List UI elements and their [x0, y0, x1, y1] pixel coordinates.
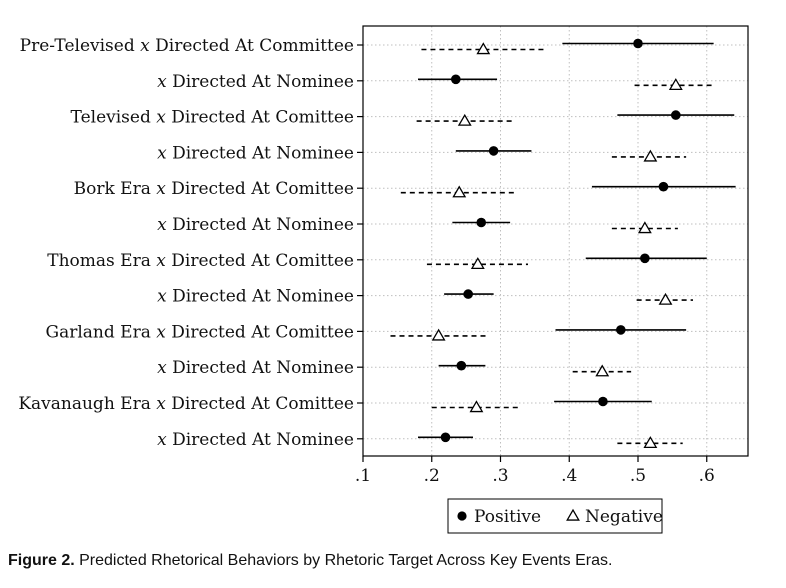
grid-lines	[362, 26, 748, 456]
legend-positive-label: Positive	[474, 507, 541, 527]
y-tick-label: x Directed At Nominee	[157, 215, 354, 235]
y-tick-label: Pre-Televised x Directed At Committee	[20, 36, 354, 56]
y-label-prefix: Kavanaugh Era	[18, 394, 156, 414]
y-label-suffix: Directed At Nominee	[167, 143, 354, 163]
y-label-suffix: Directed At Nominee	[167, 358, 354, 378]
x-tick-label: .3	[492, 466, 508, 486]
y-label-suffix: Directed At Nominee	[167, 287, 354, 307]
positive-point	[598, 396, 608, 407]
caption-text: Predicted Rhetorical Behaviors by Rhetor…	[74, 552, 613, 569]
y-tick-label: Garland Era x Directed At Comittee	[46, 322, 354, 342]
y-label-prefix: Thomas Era	[47, 251, 156, 271]
y-tick-label: x Directed At Nominee	[157, 358, 354, 378]
y-label-x: x	[157, 215, 167, 235]
y-tick-label: x Directed At Nominee	[157, 287, 354, 307]
y-label-x: x	[156, 394, 166, 414]
positive-point	[633, 38, 643, 49]
y-label-prefix: Televised	[71, 108, 157, 128]
y-label-suffix: Directed At Nominee	[167, 215, 354, 235]
chart-marks	[390, 38, 736, 449]
negative-point	[643, 436, 658, 449]
positive-point	[440, 432, 451, 443]
y-label-x: x	[156, 179, 166, 199]
x-tick-label: .4	[561, 466, 577, 486]
x-tick-label: .6	[699, 466, 715, 486]
y-label-suffix: Directed At Comittee	[166, 322, 354, 342]
plot-frame	[362, 25, 749, 457]
y-tick-label: x Directed At Nominee	[157, 143, 354, 163]
y-tick-label: Kavanaugh Era x Directed At Comittee	[18, 394, 354, 414]
y-label-suffix: Directed At Committee	[150, 36, 354, 56]
negative-point	[637, 221, 652, 234]
positive-point	[640, 253, 650, 264]
y-label-prefix: Pre-Televised	[20, 36, 140, 56]
legend-negative-marker	[566, 508, 580, 521]
legend: Positive Negative	[447, 498, 663, 534]
negative-point	[595, 364, 610, 377]
y-tick-label: x Directed At Nominee	[157, 430, 354, 450]
y-label-x: x	[157, 143, 167, 163]
x-axis: .1 .2 .3 .4 .5 .6	[355, 456, 715, 486]
positive-point	[488, 146, 499, 156]
y-label-suffix: Directed At Nominee	[167, 72, 354, 92]
negative-point	[668, 78, 683, 90]
y-tick-label: Televised x Directed At Comittee	[71, 108, 354, 128]
y-label-x: x	[157, 430, 167, 450]
y-label-suffix: Directed At Comittee	[166, 108, 354, 128]
y-tick-label: Bork Era x Directed At Comittee	[74, 179, 354, 199]
caption-label: Figure 2.	[8, 552, 75, 569]
positive-point	[658, 181, 669, 192]
y-label-x: x	[157, 358, 167, 378]
y-label-x: x	[140, 36, 150, 56]
x-tick-label: .1	[355, 466, 371, 486]
positive-point	[616, 325, 626, 335]
negative-point	[643, 149, 658, 162]
positive-point	[451, 74, 461, 85]
legend-box	[447, 498, 663, 534]
y-label-suffix: Directed At Comittee	[166, 251, 354, 271]
positive-point	[671, 110, 681, 120]
x-tick-label: .5	[630, 466, 646, 486]
negative-point	[658, 292, 673, 305]
y-label-prefix: Garland Era	[46, 322, 157, 342]
y-label-suffix: Directed At Comittee	[166, 179, 354, 199]
positive-point	[456, 360, 467, 371]
legend-negative-label: Negative	[585, 507, 663, 527]
y-label-x: x	[156, 251, 166, 271]
x-tick-label: .2	[424, 466, 440, 486]
negative-point	[476, 42, 491, 55]
negative-point	[452, 185, 467, 198]
y-tick-label: Thomas Era x Directed At Comittee	[47, 251, 354, 271]
y-label-x: x	[157, 287, 167, 307]
y-label-x: x	[157, 72, 167, 92]
negative-point	[470, 257, 485, 270]
y-label-prefix: Bork Era	[74, 179, 157, 199]
negative-point	[457, 113, 472, 126]
negative-point	[431, 328, 446, 341]
legend-positive-marker	[457, 511, 467, 521]
positive-point	[476, 217, 487, 228]
y-label-x: x	[156, 108, 166, 128]
y-label-x: x	[156, 322, 166, 342]
figure-caption: Figure 2. Predicted Rhetorical Behaviors…	[8, 552, 612, 570]
y-tick-label: x Directed At Nominee	[157, 72, 354, 92]
positive-point	[463, 289, 473, 299]
y-label-suffix: Directed At Nominee	[167, 430, 354, 450]
negative-point	[469, 400, 484, 413]
y-label-suffix: Directed At Comittee	[166, 394, 354, 414]
